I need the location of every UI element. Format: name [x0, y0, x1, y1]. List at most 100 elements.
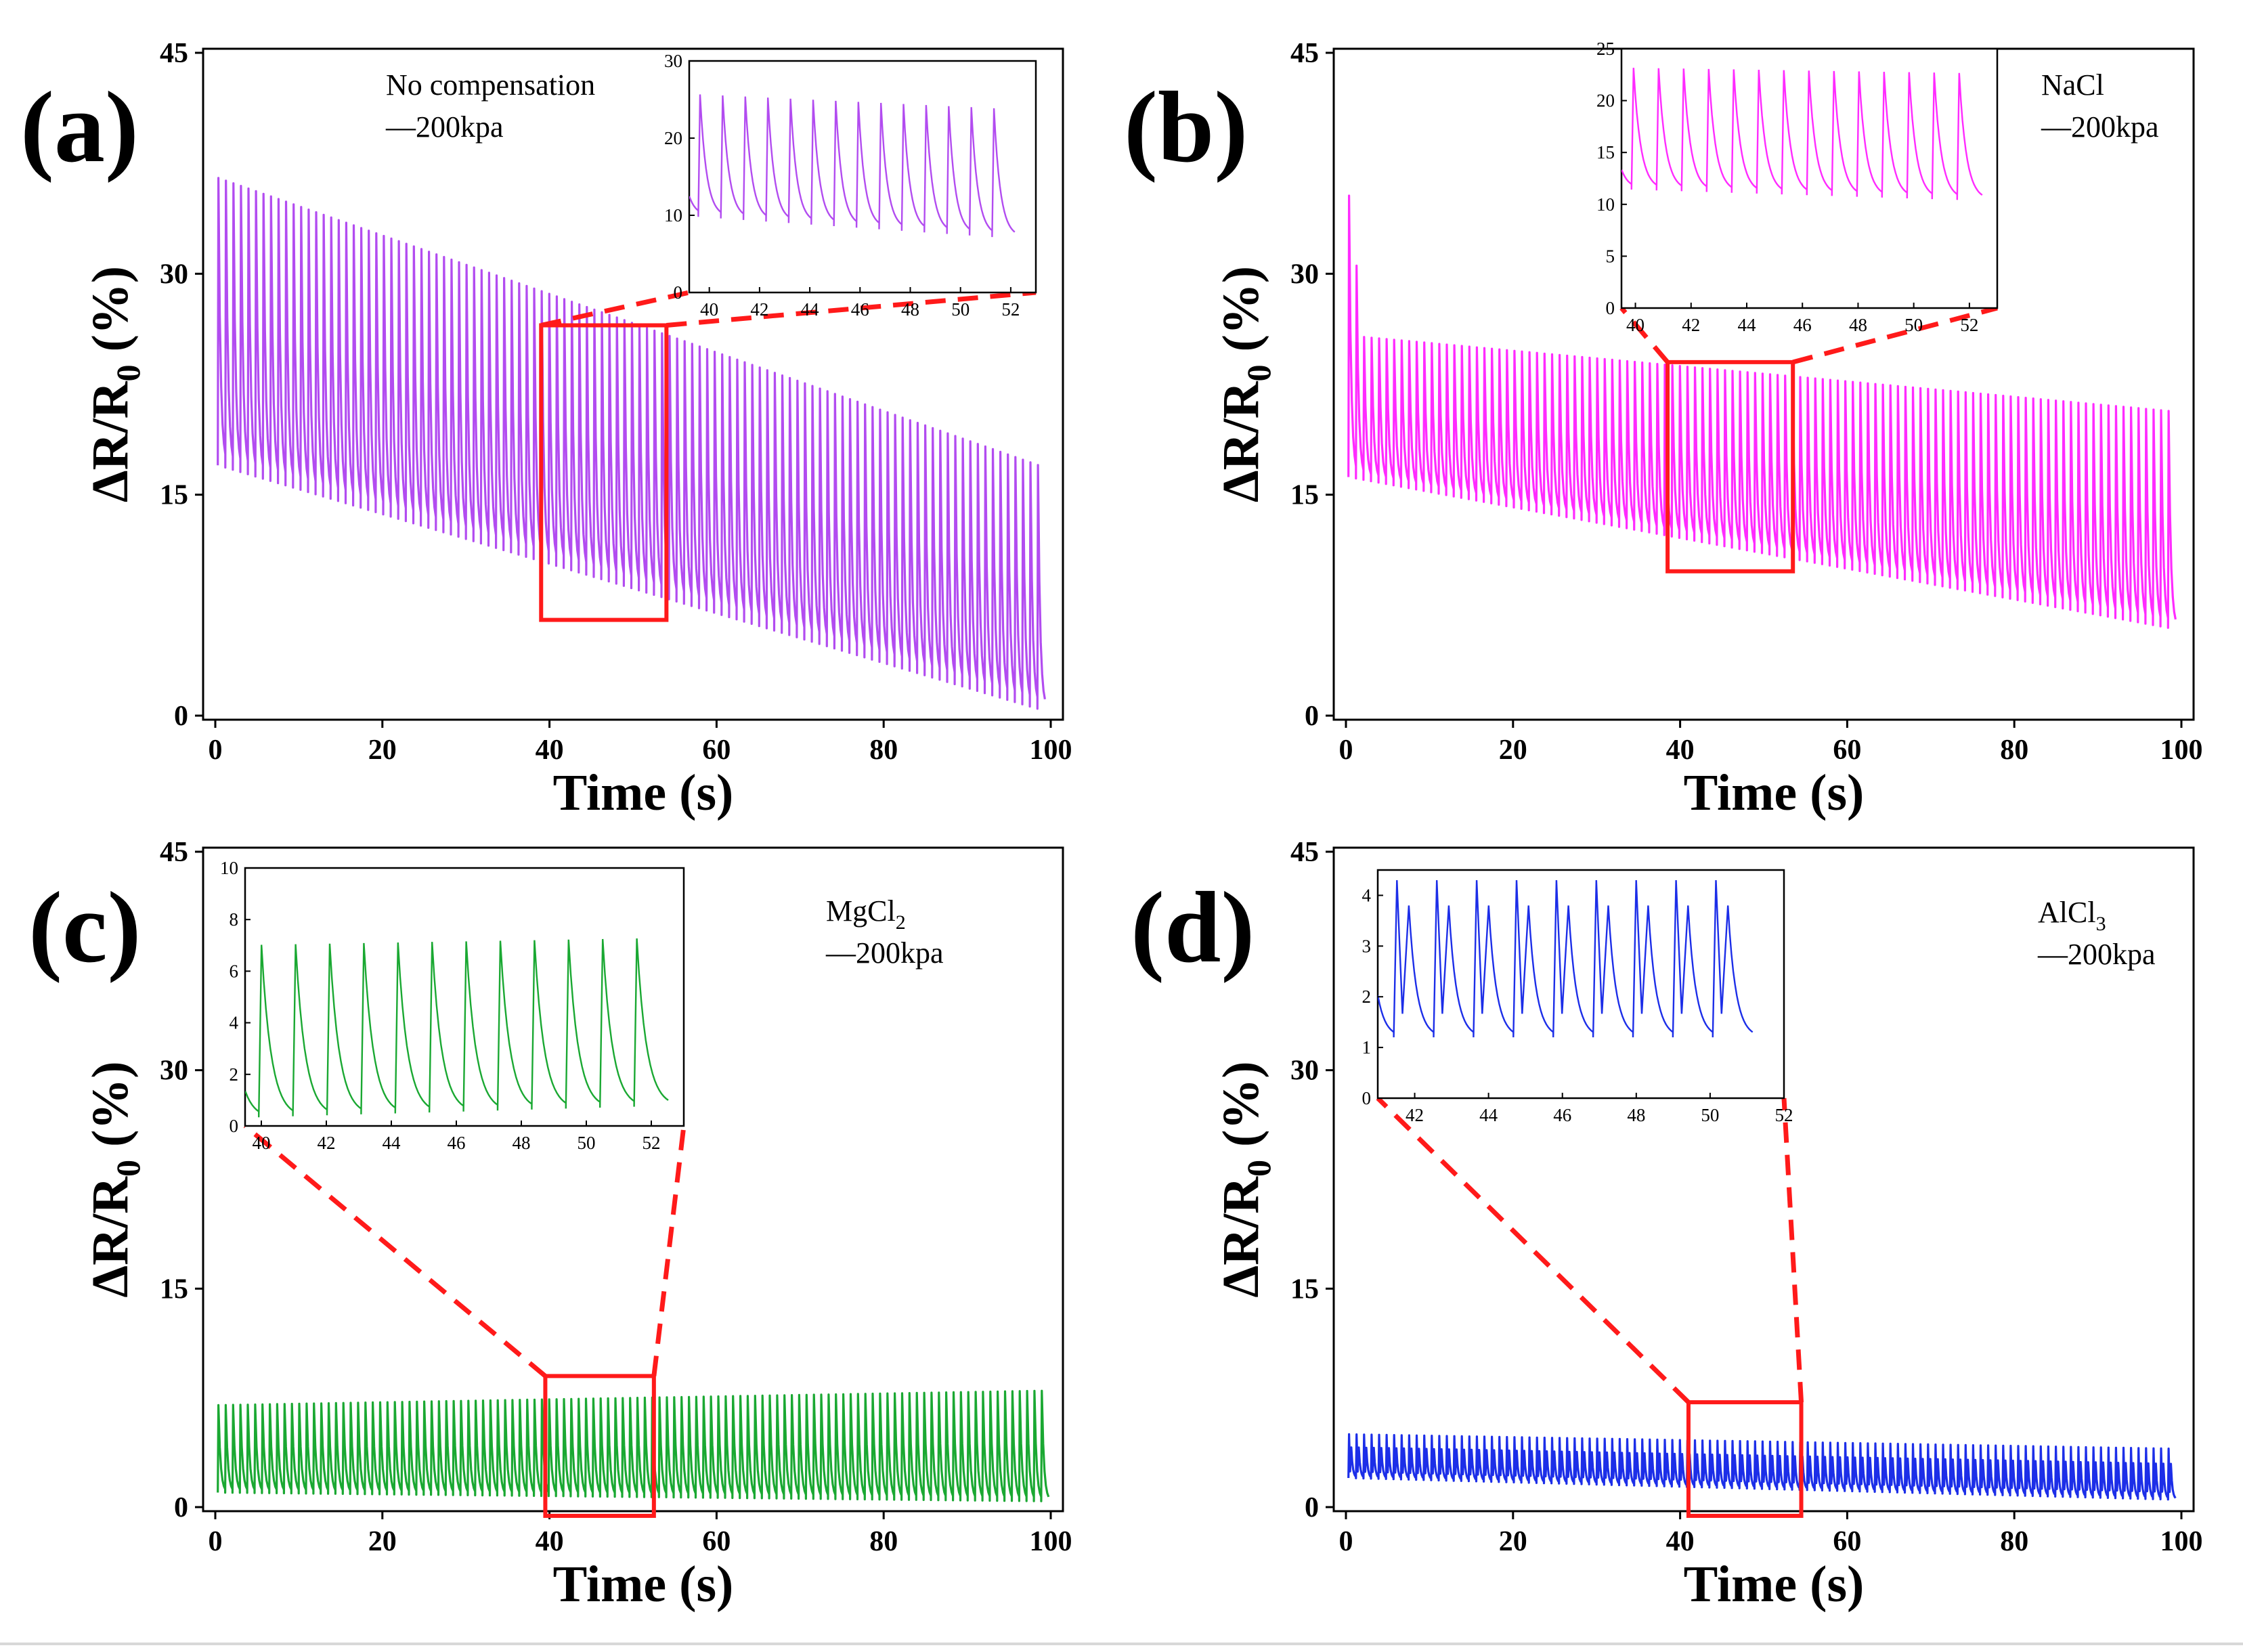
inset-y-tick-label: 0 [674, 282, 683, 303]
inset-x-tick-label: 46 [448, 1133, 466, 1153]
zoom-connector-right [1792, 305, 1998, 365]
series-line [1347, 1433, 2177, 1501]
inset-y-tick-label: 4 [1362, 885, 1372, 905]
y-tick-label: 45 [160, 38, 188, 69]
x-tick-label: 20 [368, 735, 397, 766]
y-tick-label: 15 [160, 480, 188, 511]
zoom-connector-right [1781, 1097, 1804, 1403]
y-tick-label: 45 [1290, 837, 1319, 868]
inset-x-tick-label: 40 [1626, 315, 1645, 335]
y-tick-label: 15 [1290, 1274, 1319, 1305]
x-axis-label: Time (s) [553, 1556, 734, 1613]
x-tick-label: 0 [209, 735, 223, 766]
y-tick-label: 30 [1290, 259, 1319, 290]
y-tick-label: 0 [1305, 701, 1319, 732]
y-axis-label: ΔR/R0 (%) [1213, 1061, 1278, 1297]
x-tick-label: 80 [869, 735, 898, 766]
x-tick-label: 80 [2000, 735, 2028, 766]
inset-x-tick-label: 48 [901, 299, 919, 320]
zoom-connector-left [540, 290, 690, 328]
panel-label: (c) [28, 871, 141, 984]
x-tick-label: 100 [2160, 1526, 2203, 1557]
inset-y-tick-label: 2 [230, 1064, 239, 1085]
zoom-box [543, 1374, 656, 1518]
legend-series: —200kpa [385, 110, 504, 144]
inset-x-tick-label: 52 [1960, 315, 1978, 335]
panel-label: (d) [1131, 871, 1255, 984]
inset-x-tick-label: 50 [1701, 1105, 1719, 1125]
y-tick-label: 0 [1305, 1492, 1319, 1523]
inset-x-tick-label: 48 [1627, 1105, 1645, 1125]
inset-y-tick-label: 0 [1362, 1088, 1372, 1108]
y-tick-label: 30 [1290, 1056, 1319, 1087]
inset-x-tick-label: 46 [1553, 1105, 1571, 1125]
inset-series-line [245, 938, 669, 1118]
inset-y-tick-label: 15 [1596, 142, 1615, 162]
inset-y-tick-label: 20 [664, 128, 682, 148]
inset-y-tick-label: 1 [1362, 1037, 1372, 1058]
y-tick-label: 30 [160, 1056, 188, 1087]
x-tick-label: 0 [1339, 735, 1353, 766]
inset-frame [1376, 869, 1785, 1100]
x-tick-label: 100 [1030, 1526, 1072, 1557]
inset-series-line [1621, 68, 1983, 200]
zoom-connector-left [1376, 1096, 1691, 1404]
inset-frame [688, 60, 1037, 294]
x-tick-label: 20 [1499, 1526, 1527, 1557]
inset-x-tick-label: 44 [1738, 315, 1757, 335]
plot-frame [1332, 846, 2195, 1513]
inset-y-tick-label: 0 [1606, 298, 1615, 318]
x-tick-label: 0 [209, 1526, 223, 1557]
x-tick-label: 0 [1339, 1526, 1353, 1557]
plot-frame [202, 846, 1064, 1513]
inset-y-tick-label: 0 [230, 1116, 239, 1136]
inset-x-tick-label: 50 [951, 299, 970, 320]
inset-x-tick-label: 52 [1001, 299, 1020, 320]
legend-title: AlCl3 [2038, 896, 2106, 935]
x-tick-label: 20 [1499, 735, 1527, 766]
inset-x-tick-label: 42 [318, 1133, 336, 1153]
x-tick-label: 60 [1833, 735, 1861, 766]
x-tick-label: 100 [1030, 735, 1072, 766]
inset-y-tick-label: 2 [1362, 986, 1372, 1007]
inset-y-tick-label: 3 [1362, 936, 1372, 956]
inset-y-tick-label: 6 [230, 961, 239, 981]
inset-x-tick-label: 44 [383, 1133, 401, 1153]
inset-x-tick-label: 50 [578, 1133, 596, 1153]
y-tick-label: 15 [1290, 480, 1319, 511]
legend-series: —200kpa [825, 936, 944, 970]
inset-x-tick-label: 44 [1479, 1105, 1498, 1125]
y-tick-label: 15 [160, 1274, 188, 1305]
zoom-connector-left [1619, 306, 1670, 364]
inset-y-tick-label: 10 [220, 858, 238, 878]
x-tick-label: 40 [1666, 1526, 1695, 1557]
inset-y-tick-label: 30 [664, 51, 682, 71]
inset-x-tick-label: 42 [1682, 315, 1700, 335]
y-axis-label: ΔR/R0 (%) [82, 1061, 147, 1297]
y-axis-label: ΔR/R0 (%) [82, 266, 147, 502]
inset-x-tick-label: 46 [851, 299, 869, 320]
legend-title: NaCl [2041, 68, 2104, 102]
legend-title: No compensation [386, 68, 595, 102]
inset-y-tick-label: 25 [1596, 39, 1615, 59]
inset-y-tick-label: 8 [230, 909, 239, 930]
inset-x-tick-label: 46 [1793, 315, 1812, 335]
x-axis-label: Time (s) [553, 764, 734, 821]
inset-series-line [689, 94, 1016, 238]
y-axis-label: ΔR/R0 (%) [1213, 266, 1278, 502]
inset-series-line [1378, 879, 1754, 1038]
series-line [217, 177, 1046, 710]
inset-y-tick-label: 5 [1606, 246, 1615, 266]
inset-y-tick-label: 10 [1596, 194, 1615, 215]
legend-series: —200kpa [2041, 110, 2159, 144]
x-tick-label: 40 [1666, 735, 1695, 766]
x-axis-label: Time (s) [1684, 764, 1865, 821]
legend-series: —200kpa [2037, 938, 2156, 971]
x-tick-label: 80 [869, 1526, 898, 1557]
zoom-connector-right [651, 1125, 687, 1376]
x-tick-label: 20 [368, 1526, 397, 1557]
